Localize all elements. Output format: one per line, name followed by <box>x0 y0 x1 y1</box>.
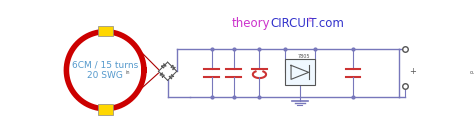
Text: 7805: 7805 <box>297 54 310 59</box>
Text: +: + <box>409 67 416 76</box>
Bar <box>285 59 315 85</box>
Bar <box>98 26 112 36</box>
Text: out: out <box>470 70 474 75</box>
Text: ©: © <box>306 18 312 23</box>
Bar <box>98 104 112 115</box>
Text: 6CM / 15 turns
20 SWG: 6CM / 15 turns 20 SWG <box>72 60 138 80</box>
Text: theory: theory <box>232 17 271 29</box>
Text: in: in <box>126 70 130 75</box>
Text: CIRCUIT.com: CIRCUIT.com <box>271 17 344 29</box>
